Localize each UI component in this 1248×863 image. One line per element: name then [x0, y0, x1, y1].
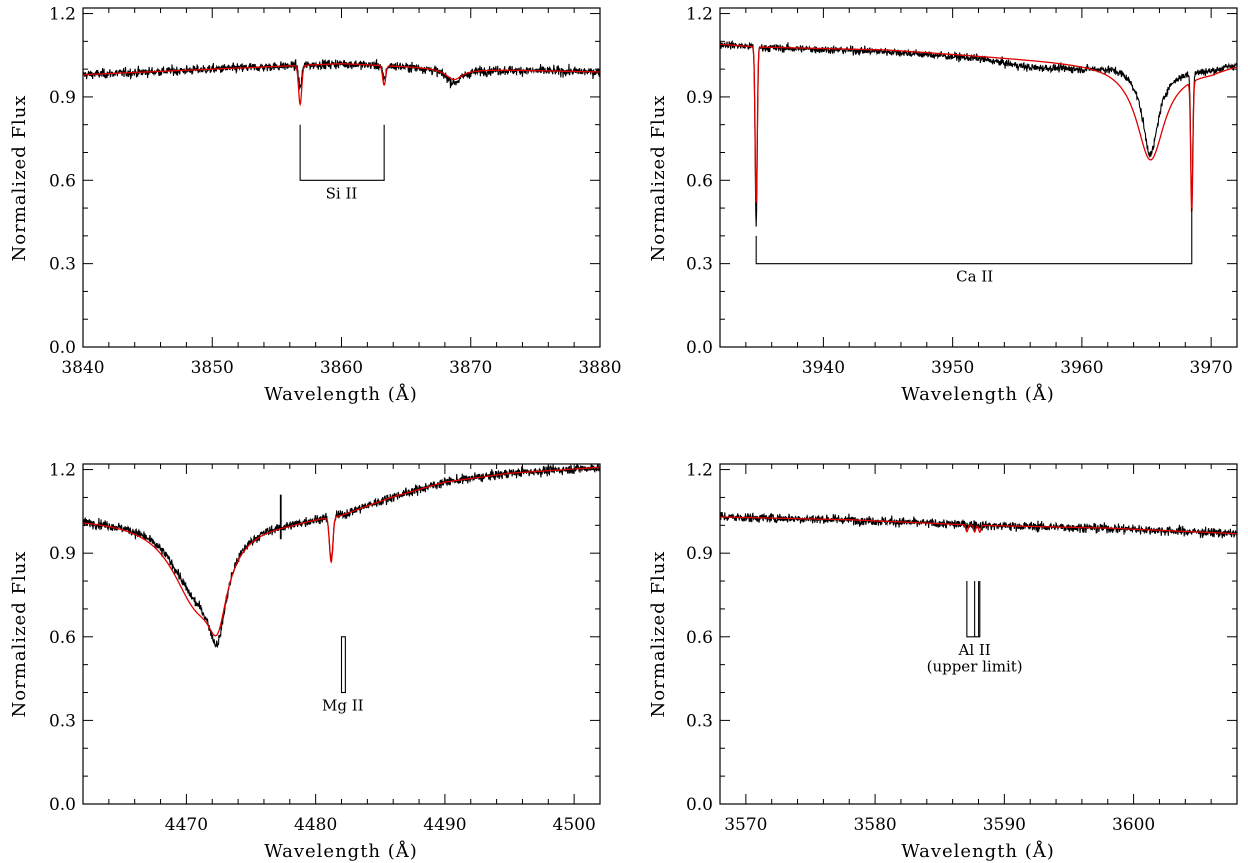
- y-axis-title: Normalized Flux: [9, 551, 30, 718]
- x-tick-label: 3870: [449, 358, 492, 378]
- line-marker: [966, 581, 981, 638]
- y-tick-label: 0.6: [686, 171, 713, 191]
- line-marker: [755, 208, 1193, 265]
- axes-frame: [82, 7, 601, 348]
- ion-label-note: (upper limit): [927, 658, 1023, 676]
- y-tick-label: 1.2: [49, 461, 76, 481]
- x-tick-label: 3960: [1060, 358, 1103, 378]
- y-tick-label: 0.6: [686, 628, 713, 648]
- y-tick-label: 0.9: [49, 544, 76, 564]
- plot-area: 3940 3950 3960 3970 0.0 0.3 0.6 0.9 1.2 Ca II: [686, 5, 1238, 378]
- x-tick-label: 4490: [423, 815, 466, 835]
- y-tick-label: 0.3: [686, 711, 713, 731]
- model-spectrum: [720, 516, 1237, 535]
- y-tick-label: 0.9: [686, 88, 713, 108]
- ion-label: Ca II: [956, 268, 993, 286]
- model-spectrum: [83, 466, 600, 637]
- x-tick-label: 3850: [191, 358, 234, 378]
- x-tick-label: 3940: [802, 358, 845, 378]
- y-tick-label: 0.0: [49, 338, 76, 358]
- line-marker: [340, 636, 346, 694]
- plot-area: 3840 3850 3860 3870 3880 0.0 0.3 0.6 0.9 1.2 Si II: [49, 5, 622, 378]
- x-axis-title: Wavelength (Å): [901, 840, 1055, 862]
- panel-al-ii: 3570 3580 3590 3600 0.0 0.3 0.6 0.9 1.2 Al II(upp…: [648, 461, 1238, 862]
- ion-label: Al II: [957, 641, 990, 659]
- y-tick-label: 0.6: [49, 171, 76, 191]
- x-tick-label: 3570: [724, 815, 767, 835]
- y-tick-label: 0.3: [49, 255, 76, 275]
- y-tick-label: 0.0: [686, 795, 713, 815]
- x-axis-title: Wavelength (Å): [901, 383, 1055, 405]
- line-marker: [299, 124, 385, 181]
- panel-ca-ii: 3940 3950 3960 3970 0.0 0.3 0.6 0.9 1.2 Ca II Wav…: [648, 5, 1238, 405]
- y-tick-label: 0.0: [686, 338, 713, 358]
- x-tick-label: 3950: [931, 358, 974, 378]
- plot-area: 3570 3580 3590 3600 0.0 0.3 0.6 0.9 1.2 Al II(upp…: [686, 461, 1238, 835]
- x-tick-label: 3580: [853, 815, 896, 835]
- plot-area: 4470 4480 4490 4500 0.0 0.3 0.6 0.9 1.2 Mg II: [49, 461, 601, 835]
- x-tick-label: 3860: [320, 358, 363, 378]
- y-tick-label: 0.3: [686, 255, 713, 275]
- y-tick-label: 0.3: [49, 711, 76, 731]
- x-tick-label: 4480: [294, 815, 337, 835]
- ion-label: Mg II: [322, 697, 364, 715]
- x-tick-label: 3840: [61, 358, 104, 378]
- observed-spectrum: [83, 464, 600, 649]
- y-tick-label: 0.0: [49, 795, 76, 815]
- x-tick-label: 4500: [553, 815, 596, 835]
- y-tick-label: 1.2: [686, 5, 713, 25]
- x-tick-label: 3970: [1190, 358, 1233, 378]
- x-tick-label: 3880: [578, 358, 621, 378]
- observed-spectrum: [720, 512, 1237, 539]
- observed-spectrum: [720, 40, 1237, 227]
- x-axis-title: Wavelength (Å): [264, 383, 418, 405]
- x-axis-title: Wavelength (Å): [264, 840, 418, 862]
- x-tick-label: 4470: [165, 815, 208, 835]
- y-tick-label: 1.2: [686, 461, 713, 481]
- y-tick-label: 0.9: [686, 544, 713, 564]
- panel-mg-ii: 4470 4480 4490 4500 0.0 0.3 0.6 0.9 1.2 Mg II Wav…: [9, 461, 601, 862]
- ion-label: Si II: [326, 184, 358, 202]
- y-tick-label: 0.9: [49, 88, 76, 108]
- y-tick-label: 1.2: [49, 5, 76, 25]
- x-tick-label: 3600: [1112, 815, 1155, 835]
- panel-si-ii: 3840 3850 3860 3870 3880 0.0 0.3 0.6 0.9 1.2 Si II…: [9, 5, 622, 405]
- y-tick-label: 0.6: [49, 628, 76, 648]
- model-spectrum: [720, 43, 1237, 212]
- y-axis-title: Normalized Flux: [9, 95, 30, 262]
- x-tick-label: 3590: [983, 815, 1026, 835]
- y-axis-title: Normalized Flux: [648, 95, 669, 262]
- y-axis-title: Normalized Flux: [648, 551, 669, 718]
- model-spectrum: [83, 63, 600, 107]
